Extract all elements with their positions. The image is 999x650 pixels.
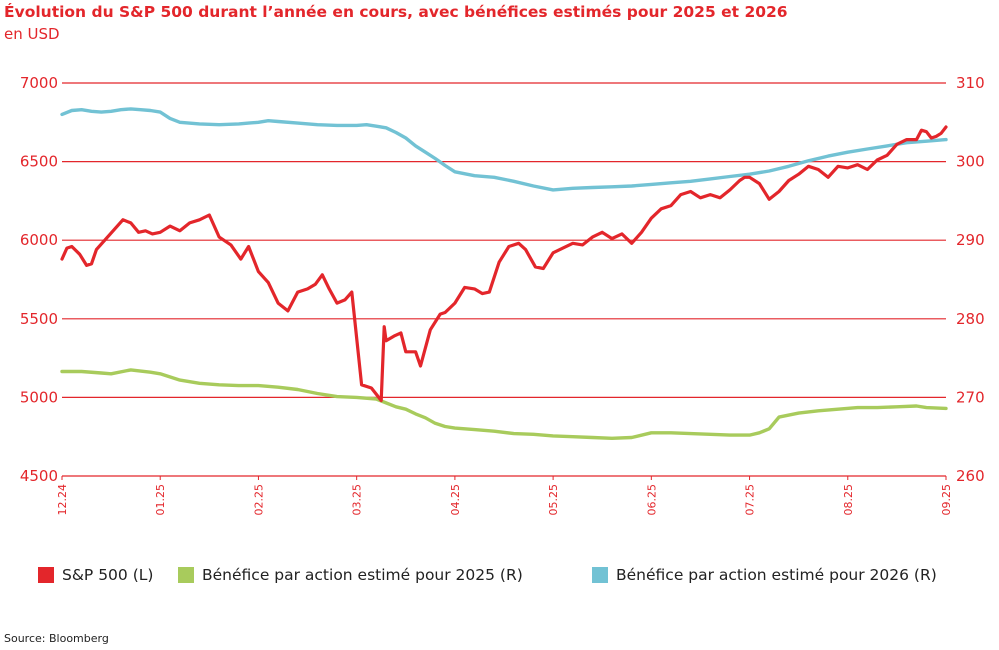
legend-item-eps2026: Bénéfice par action estimé pour 2026 (R) <box>592 566 937 584</box>
chart-subtitle: en USD <box>4 25 60 43</box>
y-left-tick-label: 5000 <box>20 388 58 406</box>
series-line-eps2026 <box>60 107 948 192</box>
x-tick-label: 07.25 <box>744 484 757 516</box>
legend-swatch-eps2025 <box>178 567 194 583</box>
x-tick-label: 09.25 <box>940 484 953 516</box>
y-right-tick-label: 260 <box>956 467 985 485</box>
line-chart: 4500 5000 5500 6000 6500 7000 260 270 280 290 300 3… <box>20 74 985 516</box>
x-tick-label: 06.25 <box>645 484 658 516</box>
y-right-tick-label: 290 <box>956 231 985 249</box>
legend: S&P 500 (L) Bénéfice par action estimé p… <box>0 566 999 590</box>
legend-label-eps2025: Bénéfice par action estimé pour 2025 (R) <box>202 566 523 584</box>
axis-tick-labels: 4500 5000 5500 6000 6500 7000 260 270 280 290 300 3… <box>20 74 985 516</box>
grid-lines <box>61 82 947 480</box>
legend-item-eps2025: Bénéfice par action estimé pour 2025 (R) <box>178 566 523 584</box>
series-line-eps2025 <box>60 368 948 440</box>
x-tick-label: 01.25 <box>154 484 167 516</box>
source-note: Source: Bloomberg <box>4 632 109 645</box>
series-line-sp500 <box>60 125 948 403</box>
y-left-tick-label: 5500 <box>20 310 58 328</box>
chart-title: Évolution du S&P 500 durant l’année en c… <box>4 3 788 21</box>
y-left-tick-label: 6000 <box>20 231 58 249</box>
y-left-tick-label: 6500 <box>20 153 58 171</box>
x-tick-label: 08.25 <box>842 484 855 516</box>
x-tick-label: 03.25 <box>351 484 364 516</box>
x-tick-label: 04.25 <box>449 484 462 516</box>
legend-swatch-eps2026 <box>592 567 608 583</box>
y-left-tick-label: 4500 <box>20 467 58 485</box>
y-left-tick-label: 7000 <box>20 74 58 92</box>
y-right-tick-label: 280 <box>956 310 985 328</box>
x-tick-label: 05.25 <box>547 484 560 516</box>
legend-label-sp500: S&P 500 (L) <box>62 566 154 584</box>
x-tick-label: 02.25 <box>252 484 265 516</box>
series-lines <box>60 107 948 440</box>
legend-swatch-sp500 <box>38 567 54 583</box>
legend-label-eps2026: Bénéfice par action estimé pour 2026 (R) <box>616 566 937 584</box>
y-right-tick-label: 310 <box>956 74 985 92</box>
y-right-tick-label: 270 <box>956 388 985 406</box>
x-tick-label: 12.24 <box>56 484 69 516</box>
legend-item-sp500: S&P 500 (L) <box>38 566 153 584</box>
y-right-tick-label: 300 <box>956 153 985 171</box>
